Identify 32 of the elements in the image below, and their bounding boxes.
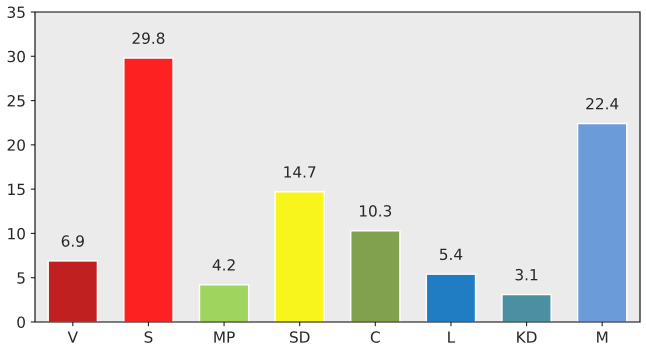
data-label: 3.1 (516, 268, 538, 280)
bar (576, 122, 628, 322)
y-tick-label: 0 (17, 316, 25, 328)
x-tick-label: L (448, 332, 456, 343)
data-label: 14.7 (284, 166, 316, 178)
y-tick-label: 35 (8, 6, 25, 18)
data-label: 4.2 (212, 259, 235, 271)
x-tick-label: S (144, 331, 152, 343)
data-label: 6.9 (62, 235, 84, 247)
data-label: 5.4 (440, 248, 462, 260)
data-label: 22.4 (586, 98, 618, 110)
bar (48, 260, 98, 322)
bar (350, 230, 401, 322)
y-tick-label: 25 (8, 95, 25, 107)
x-tick-label: KD (517, 332, 537, 343)
data-label: 10.3 (360, 205, 392, 217)
x-tick-label: MP (214, 332, 235, 343)
data-label: 29.8 (132, 32, 164, 44)
y-tick-label: 15 (8, 184, 25, 196)
y-tick-label: 20 (8, 139, 25, 151)
bar (123, 57, 174, 322)
bar (426, 273, 476, 322)
bar (198, 284, 250, 322)
bar (501, 294, 552, 322)
x-tick-label: SD (290, 331, 310, 343)
x-tick-label: C (370, 331, 380, 343)
x-tick-label: M (597, 332, 608, 343)
x-tick-label: V (68, 332, 78, 343)
y-tick-label: 5 (17, 272, 25, 284)
y-tick-label: 10 (8, 228, 25, 240)
bar (274, 191, 325, 322)
y-tick-label: 30 (8, 50, 25, 62)
